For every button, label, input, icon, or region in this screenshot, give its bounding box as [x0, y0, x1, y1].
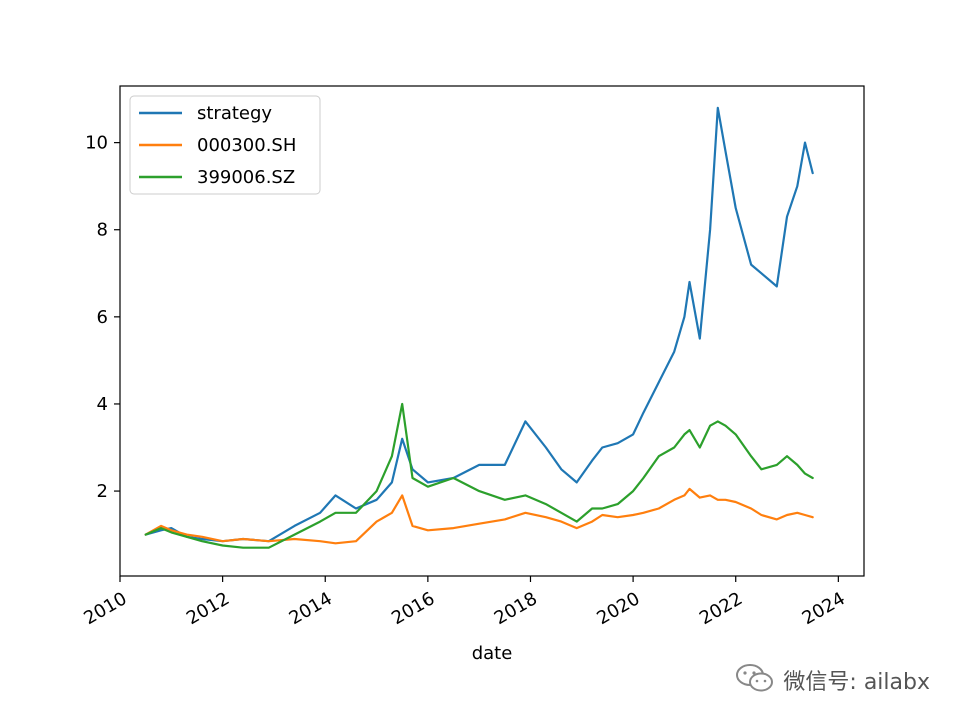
legend-box	[129, 95, 321, 195]
x-tick-label: 2022	[696, 588, 746, 629]
x-axis-label: date	[472, 643, 513, 664]
x-tick-label: 2012	[183, 588, 233, 629]
x-tick-label: 2020	[593, 588, 643, 629]
legend: strategy 000300.SH 399006.SZ	[129, 95, 321, 195]
watermark: 微信号: ailabx	[735, 662, 930, 698]
legend-label: 399006.SZ	[197, 167, 295, 188]
y-tick-label: 8	[97, 220, 108, 241]
wechat-icon	[735, 662, 775, 698]
legend-label: strategy	[197, 103, 272, 124]
y-tick-label: 10	[85, 133, 108, 154]
plot-frame	[119, 85, 865, 577]
y-tick-label: 4	[97, 394, 108, 415]
x-tick-label: 2016	[388, 588, 438, 629]
series-line-1	[144, 487, 814, 545]
series-line-2	[144, 402, 814, 549]
x-tick-label: 2024	[799, 588, 849, 629]
y-tick-label: 6	[97, 307, 108, 328]
series-line-0	[144, 106, 814, 543]
x-tick-label: 2018	[491, 588, 541, 629]
watermark-text: 微信号: ailabx	[783, 670, 930, 695]
x-axis: 2010 2012 2014 2016 2018 2020 2022 2024	[80, 576, 849, 629]
x-tick-label: 2010	[80, 588, 130, 629]
y-tick-label: 2	[97, 481, 108, 502]
legend-label: 000300.SH	[197, 135, 296, 156]
x-tick-label: 2014	[286, 588, 336, 629]
series-layer	[144, 106, 814, 549]
y-axis: 2 4 6 8 10	[85, 133, 120, 502]
